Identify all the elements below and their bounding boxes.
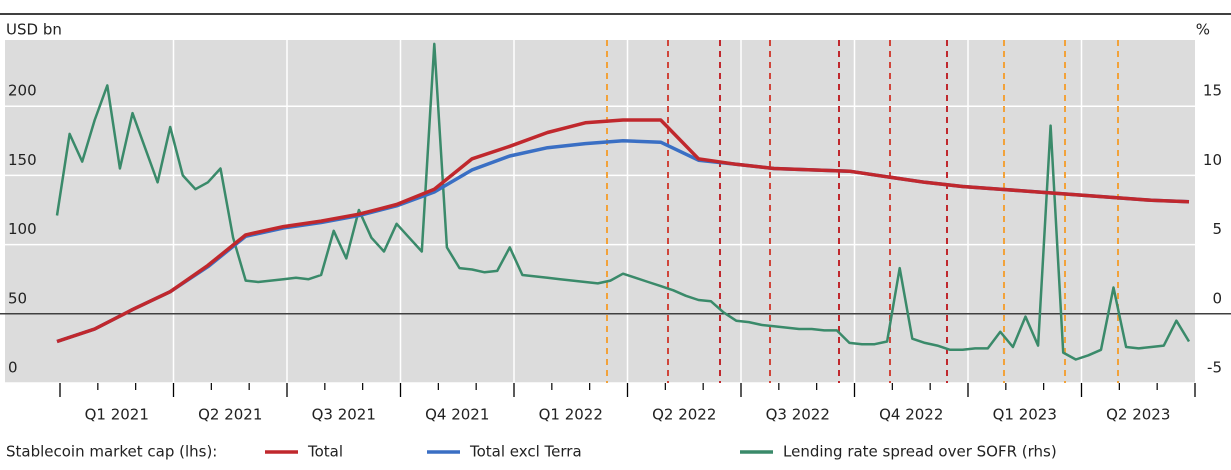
x-tick-label: Q1 2022	[539, 406, 603, 424]
x-tick-label: Q3 2022	[766, 406, 830, 424]
y2-tick-label: 0	[1212, 289, 1222, 307]
y2-tick-label: -5	[1207, 359, 1222, 377]
x-tick-label: Q2 2021	[198, 406, 262, 424]
x-tick-label: Q4 2022	[879, 406, 943, 424]
y-axis-label: USD bn	[6, 21, 62, 39]
series-line	[55, 42, 1191, 361]
legend-title: Stablecoin market cap (lhs):	[6, 443, 217, 461]
legend-label: Total	[307, 443, 343, 461]
x-tick-label: Q2 2022	[652, 406, 716, 424]
y-tick-label: 150	[8, 151, 37, 169]
legend-label: Lending rate spread over SOFR (rhs)	[783, 443, 1057, 461]
y-tick-label: 50	[8, 289, 27, 307]
x-tick-label: Q2 2023	[1106, 406, 1170, 424]
x-tick-label: Q1 2021	[85, 406, 149, 424]
x-tick-label: Q4 2021	[425, 406, 489, 424]
plot-background	[5, 40, 1195, 383]
y2-tick-label: 5	[1212, 220, 1222, 238]
y2-tick-label: 15	[1203, 82, 1222, 100]
series-line	[56, 118, 1190, 344]
legend-label: Total excl Terra	[469, 443, 582, 461]
y-tick-label: 200	[8, 82, 37, 100]
y2-tick-label: 10	[1203, 151, 1222, 169]
y2-axis-label: %	[1196, 21, 1210, 39]
event-lines	[606, 40, 1119, 383]
y-tick-label: 0	[8, 359, 18, 377]
y-tick-label: 100	[8, 220, 37, 238]
x-tick-label: Q3 2021	[312, 406, 376, 424]
x-tick-label: Q1 2023	[993, 406, 1057, 424]
